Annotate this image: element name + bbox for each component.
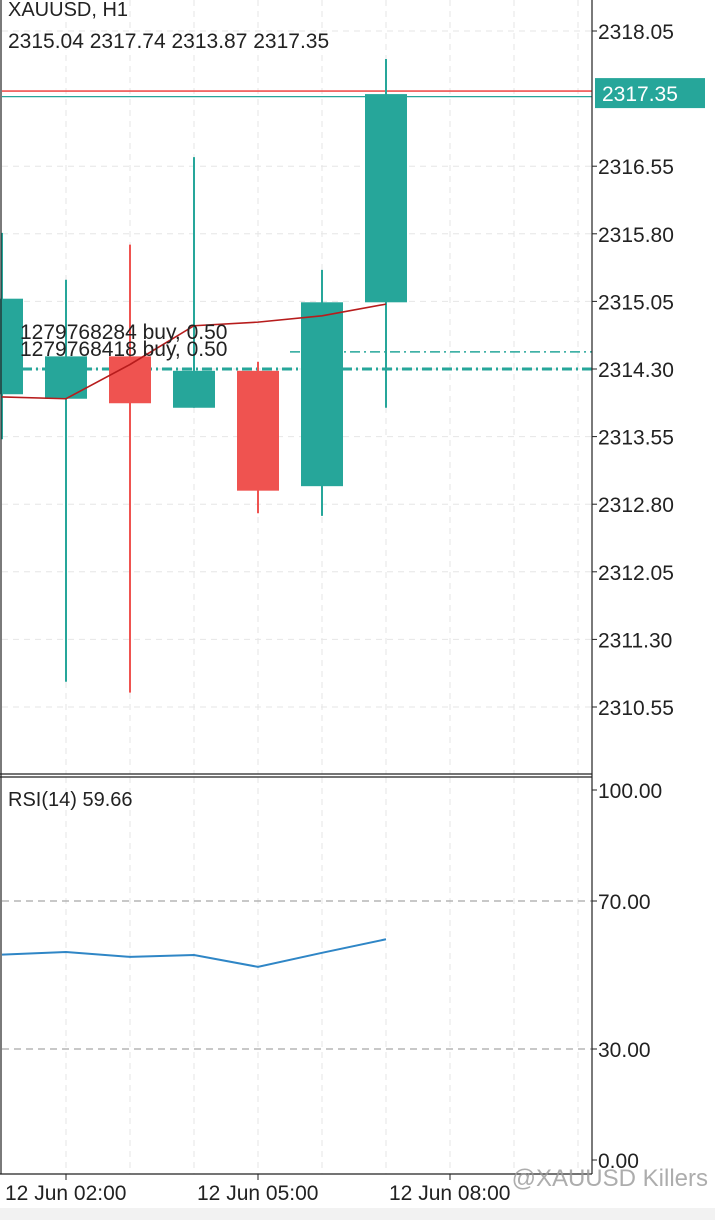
candle-body	[365, 94, 407, 303]
rsi-tick-label: 100.00	[598, 780, 662, 803]
rsi-levels	[2, 900, 592, 1050]
candle[interactable]	[237, 361, 279, 514]
rsi-line-group	[1, 938, 387, 968]
moving-average-line	[1, 303, 387, 400]
price-tick-label: 2311.30	[598, 629, 672, 652]
rsi-label: RSI(14) 59.66	[8, 789, 133, 811]
price-tick-label: 2312.80	[598, 494, 674, 517]
symbol-label: XAUUSD, H1	[8, 0, 128, 21]
price-tick-label: 2313.55	[598, 427, 674, 450]
current-price-tag	[595, 78, 705, 109]
rsi-tick-label: 0.00	[598, 1150, 639, 1173]
candle[interactable]	[45, 279, 87, 682]
price-tick-label: 2315.05	[598, 291, 674, 314]
price-axis: 2318.05 2316.55 2315.80 2315.05 2314.30 2313.…	[592, 21, 705, 720]
price-tick-label: 2315.80	[598, 224, 674, 247]
price-tick-label: 2316.55	[598, 156, 674, 179]
moving-average	[1, 303, 387, 400]
time-tick-label: 12 Jun 02:00	[5, 1182, 126, 1205]
price-tick-label: 2314.30	[598, 359, 674, 382]
ohlc-label: 2315.04 2317.74 2313.87 2317.35	[8, 30, 329, 53]
chart-frame	[0, 0, 593, 1175]
order-label-1279768284: 1279768284 buy, 0.50	[20, 321, 227, 344]
candle-body	[0, 298, 23, 395]
candle-body	[173, 370, 215, 408]
candle[interactable]	[365, 58, 407, 408]
time-tick-label: 12 Jun 05:00	[197, 1182, 318, 1205]
candle[interactable]	[173, 157, 215, 408]
candle-body	[301, 302, 343, 487]
candle-body	[237, 370, 279, 491]
current-price-value: 2317.35	[602, 83, 678, 106]
candle-body	[109, 356, 151, 404]
candle[interactable]	[0, 232, 23, 440]
watermark: @XAUUSD Killers	[512, 1165, 708, 1192]
price-tick-label: 2312.05	[598, 562, 674, 585]
price-tick-label: 2310.55	[598, 697, 674, 720]
candle-body	[45, 356, 87, 399]
time-tick-label: 12 Jun 08:00	[389, 1182, 510, 1205]
rsi-tick-label: 70.00	[598, 891, 651, 914]
rsi-axis: 100.00 70.00 30.00 0.00	[592, 780, 662, 1173]
bottom-bar	[0, 1208, 715, 1220]
price-tick-label: 2318.05	[598, 21, 674, 44]
candle[interactable]	[301, 269, 343, 516]
rsi-line	[1, 938, 387, 968]
price-lines	[2, 90, 592, 371]
order-label-1279768418: 1279768418 buy, 0.50	[20, 338, 227, 361]
rsi-tick-label: 30.00	[598, 1039, 651, 1062]
time-axis: 12 Jun 02:00 12 Jun 05:00 12 Jun 08:00	[5, 1174, 510, 1205]
